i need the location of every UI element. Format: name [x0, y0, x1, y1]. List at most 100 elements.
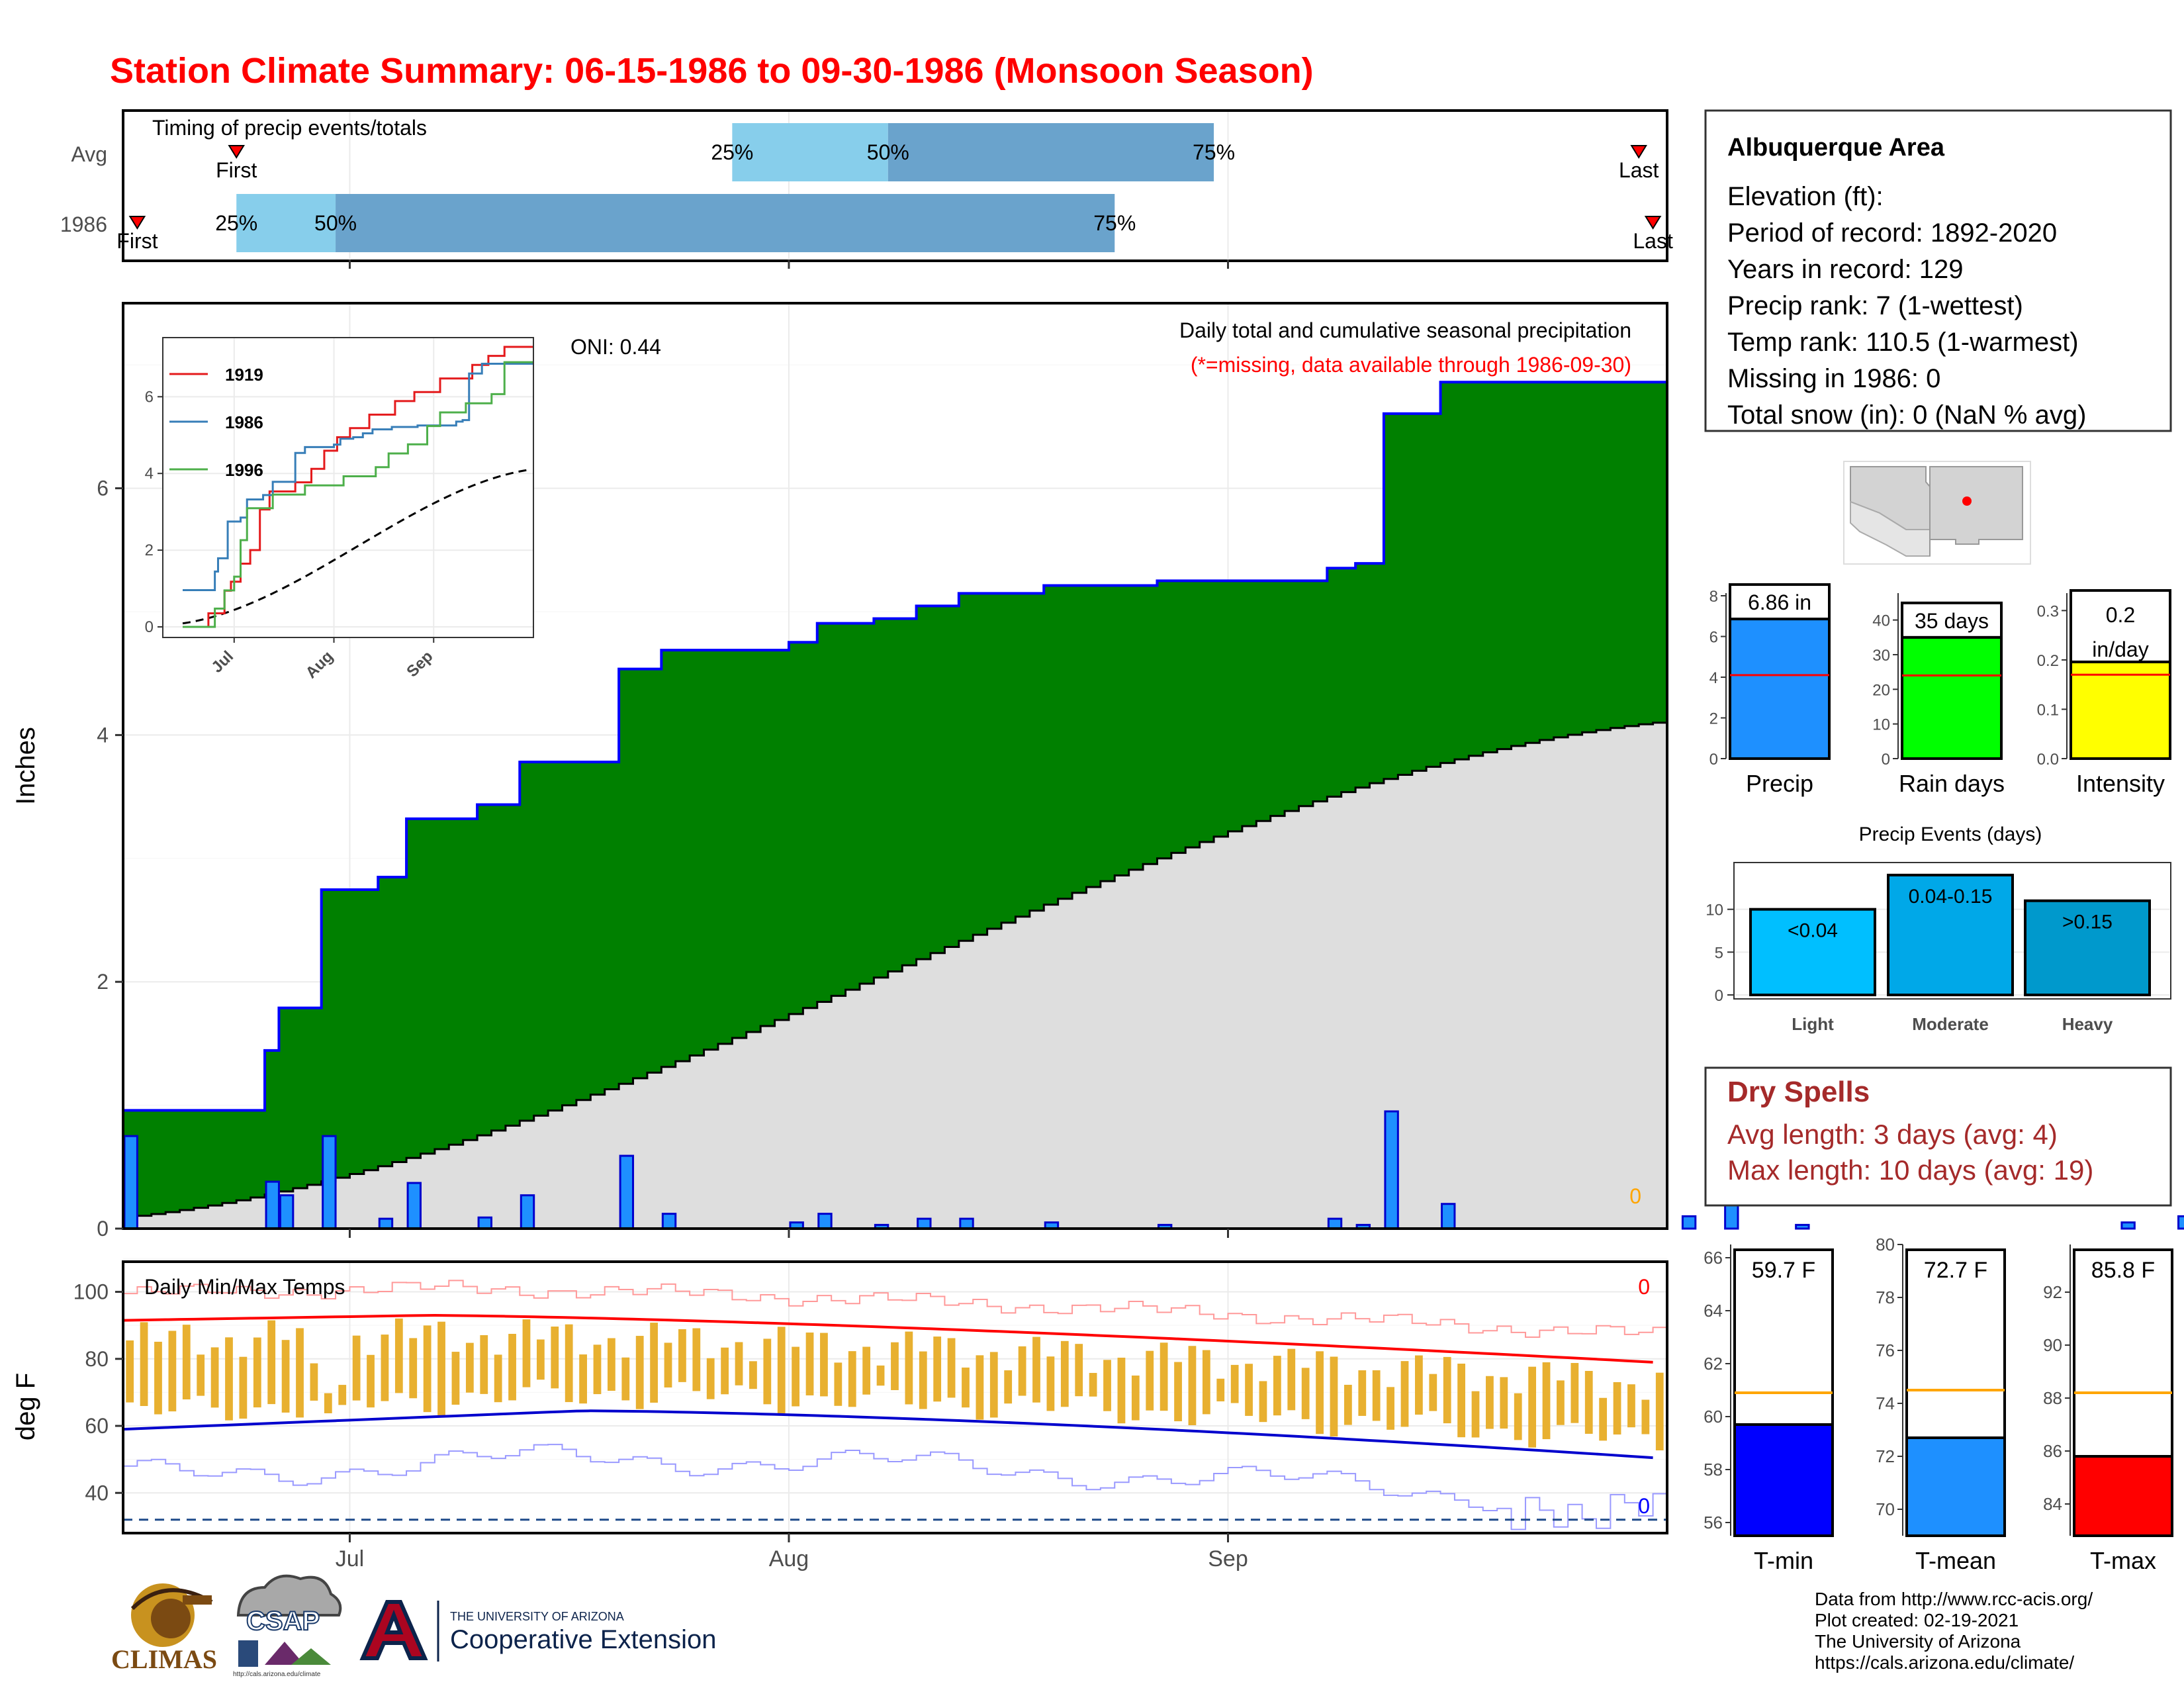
- precip-panel: 0 2 4 6 Inches ONI: 0.44 Daily total and cu…: [11, 302, 2184, 1241]
- daily-temp-bar-41: [706, 1358, 715, 1399]
- inset-y-tick-2: 4: [145, 465, 154, 483]
- temp-bar-1-tick-4: 78: [1876, 1288, 1895, 1307]
- info-line-2: Years in record: 129: [1727, 255, 1964, 284]
- daily-temp-bar-3: [168, 1331, 177, 1412]
- summary-1-tick-0: 0: [1882, 751, 1890, 769]
- temp-missing-min: 0: [1638, 1494, 1650, 1518]
- csap-url: http://cals.arizona.edu/climate: [233, 1671, 321, 1678]
- cumulative-surplus-area: [123, 382, 1667, 1218]
- daily-temp-bar-29: [536, 1339, 545, 1380]
- daily-precip-bar-2: [279, 1194, 295, 1230]
- temp-y-tick-1: 60: [85, 1414, 109, 1438]
- inset-legend: 1919 1986 1996: [169, 365, 263, 480]
- summary-2-tick-3: 0.3: [2037, 602, 2059, 620]
- summary-0-tick-3: 6: [1709, 629, 1718, 647]
- daily-temp-bar-23: [451, 1352, 460, 1405]
- daily-temp-bar-37: [650, 1323, 658, 1403]
- daily-precip-bar-0: [123, 1135, 138, 1230]
- temp-bar-1-tick-3: 76: [1876, 1340, 1895, 1360]
- daily-temp-bar-31: [565, 1324, 573, 1403]
- precip-y-axis-label: Inches: [11, 727, 40, 805]
- daily-temp-bar-95: [1471, 1391, 1480, 1438]
- daily-temp-bar-96: [1486, 1376, 1494, 1429]
- credit-line-2: Plot created: 02-19-2021: [1815, 1610, 2019, 1630]
- daily-temp-bar-46: [777, 1327, 786, 1414]
- daily-temp-bar-51: [848, 1351, 856, 1407]
- daily-temp-bar-97: [1500, 1377, 1508, 1429]
- daily-temp-bar-26: [494, 1354, 502, 1403]
- daily-temp-bar-90: [1400, 1361, 1409, 1427]
- summary-1-tick-4: 40: [1872, 612, 1890, 630]
- record-min-line: [123, 1444, 1667, 1530]
- timing-quantile-label-1986-2: 75%: [1093, 211, 1136, 235]
- timing-last-marker-1986: [1644, 216, 1662, 230]
- daily-temp-bar-59: [962, 1367, 970, 1408]
- daily-temp-bar-47: [792, 1346, 800, 1407]
- summary-0-tick-2: 4: [1709, 669, 1718, 687]
- daily-temp-bar-17: [367, 1354, 375, 1408]
- temp-bar-0-tick-4: 64: [1704, 1301, 1723, 1321]
- summary-value-2-line2: in/day: [2092, 637, 2148, 661]
- inset-line-1986: [183, 362, 533, 591]
- oni-label: ONI: 0.44: [570, 335, 661, 359]
- precip-y-tick-2: 4: [97, 723, 109, 747]
- daily-temp-bar-105: [1613, 1382, 1621, 1435]
- events-tick-1: 5: [1715, 944, 1723, 962]
- dry-spells-avg: Avg length: 3 days (avg: 4): [1727, 1119, 2058, 1150]
- timing-row-avg-label: Avg: [71, 142, 107, 166]
- temp-bar-label-2: T-max: [2090, 1547, 2156, 1574]
- station-name: Albuquerque Area: [1727, 134, 1945, 162]
- daily-temp-bar-34: [608, 1338, 615, 1391]
- daily-temp-bar-1: [140, 1322, 148, 1407]
- daily-temp-bar-92: [1429, 1374, 1437, 1411]
- inset-y-tick-3: 6: [145, 388, 154, 406]
- daily-precip-bar-25: [2177, 1215, 2184, 1230]
- daily-precip-bar-3: [322, 1135, 337, 1230]
- timing-row-1986-label: 1986: [60, 212, 107, 236]
- daily-temp-bar-84: [1316, 1351, 1324, 1434]
- daily-temp-bar-106: [1627, 1384, 1635, 1428]
- daily-temp-bar-21: [423, 1325, 432, 1413]
- climas-logo: CLIMAS: [111, 1583, 217, 1674]
- daily-temp-bar-67: [1075, 1344, 1083, 1397]
- dry-spells-box: Dry Spells Avg length: 3 days (avg: 4) M…: [1704, 1066, 2172, 1207]
- daily-precip-bar-17: [1327, 1217, 1343, 1230]
- summary-0-tick-4: 8: [1709, 588, 1718, 606]
- record-max-line: [123, 1280, 1667, 1338]
- temp-bar-label-0: T-min: [1754, 1547, 1813, 1574]
- temp-title: Daily Min/Max Temps: [144, 1275, 345, 1299]
- daily-temp-bar-74: [1174, 1362, 1182, 1422]
- daily-temp-bar-57: [933, 1336, 942, 1402]
- daily-temp-bar-89: [1387, 1387, 1394, 1430]
- info-line-3: Precip rank: 7 (1-wettest): [1727, 291, 2023, 320]
- timing-first-label-1986: First: [116, 229, 158, 253]
- timing-quantile-label-Avg-1: 50%: [867, 140, 909, 164]
- temp-bar-2-tick-0: 84: [2043, 1494, 2062, 1514]
- events-bar-label-0: <0.04: [1788, 920, 1838, 942]
- summary-value-2-line1: 0.2: [2106, 603, 2135, 627]
- daily-temp-bar-103: [1584, 1371, 1593, 1434]
- daily-temp-bar-107: [1641, 1399, 1650, 1434]
- daily-temp-bar-14: [324, 1393, 332, 1413]
- daily-precip-bar-20: [1441, 1203, 1456, 1230]
- summary-0-tick-1: 2: [1709, 710, 1718, 728]
- daily-precip-bar-19: [1384, 1110, 1399, 1230]
- temp-bar-label-1: T-mean: [1915, 1547, 1996, 1574]
- temp-bar-0-tick-3: 62: [1704, 1354, 1723, 1374]
- legend-1996: 1996: [225, 460, 263, 480]
- page-title: Station Climate Summary: 06-15-1986 to 0…: [110, 51, 1314, 91]
- events-bar-label-2: >0.15: [2062, 912, 2113, 933]
- daily-precip-bar-24: [2120, 1221, 2136, 1230]
- timing-last-marker-Avg: [1630, 145, 1647, 159]
- summary-bar-rain-days: [1901, 635, 2003, 761]
- credit-line-4: https://cals.arizona.edu/climate/: [1815, 1652, 2074, 1673]
- daily-temp-bar-54: [891, 1342, 899, 1390]
- events-bar-light: [1749, 908, 1876, 996]
- legend-1919: 1919: [225, 365, 263, 385]
- timing-last-label-Avg: Last: [1619, 158, 1659, 182]
- daily-temp-bar-45: [763, 1338, 772, 1405]
- daily-temp-bar-7: [225, 1337, 233, 1421]
- daily-temp-bar-27: [508, 1334, 516, 1401]
- info-box: Albuquerque Area Elevation (ft): Period o…: [1704, 109, 2172, 432]
- inset-y-tick-1: 2: [145, 541, 154, 559]
